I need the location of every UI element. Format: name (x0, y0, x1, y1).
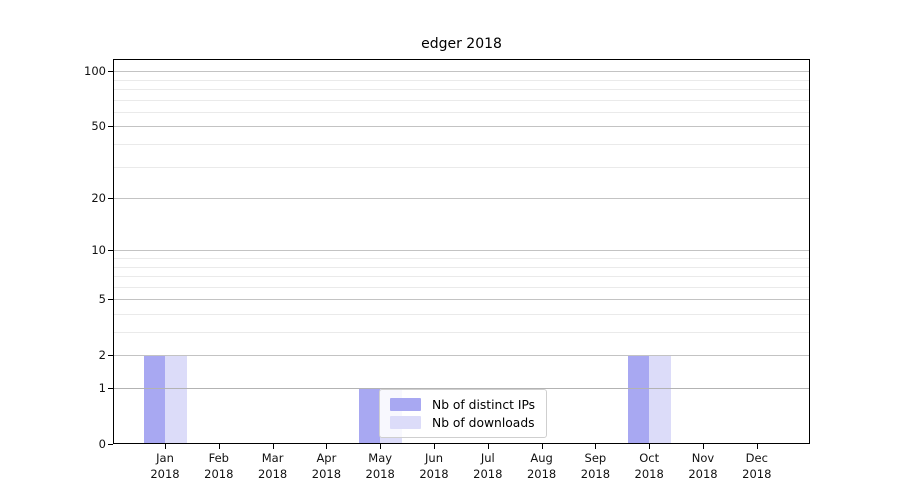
x-tick-apr (326, 444, 328, 449)
x-tick-jul (487, 444, 489, 449)
gridline-minor-90 (114, 79, 809, 81)
y-tick-100 (108, 71, 113, 73)
x-tick-label-feb: Feb 2018 (204, 451, 234, 481)
y-tick-10 (108, 250, 113, 252)
gridline-minor-6 (114, 286, 809, 288)
x-tick-label-jan: Jan 2018 (150, 451, 180, 481)
y-tick-label-100: 100 (84, 63, 106, 78)
legend-item-distinct-ips: Nb of distinct IPs (390, 398, 536, 412)
gridline-minor-70 (114, 99, 809, 101)
gridline-minor-40 (114, 144, 809, 146)
y-tick-label-0: 0 (98, 436, 106, 451)
gridline-major-20 (114, 198, 809, 200)
y-tick-0 (108, 444, 113, 445)
x-tick-sep (595, 444, 597, 449)
y-tick-5 (108, 299, 113, 301)
x-tick-label-sep: Sep 2018 (580, 451, 611, 481)
x-tick-label-oct: Oct 2018 (634, 451, 664, 481)
chart-title: edger 2018 (421, 36, 502, 52)
gridline-major-10 (114, 250, 809, 252)
gridline-minor-8 (114, 266, 809, 268)
gridline-major-2 (114, 355, 809, 357)
y-tick-50 (108, 126, 113, 128)
gridline-minor-4 (114, 313, 809, 315)
y-tick-label-5: 5 (98, 291, 106, 306)
legend-item-downloads: Nb of downloads (390, 416, 536, 430)
legend-label-distinct-ips: Nb of distinct IPs (432, 397, 536, 412)
legend-swatch-downloads (390, 416, 421, 429)
x-tick-oct (649, 444, 651, 449)
y-tick-label-10: 10 (91, 242, 106, 257)
y-tick-label-2: 2 (98, 347, 106, 362)
legend: Nb of distinct IPs Nb of downloads (379, 389, 547, 438)
x-tick-label-may: May 2018 (365, 451, 395, 481)
x-tick-nov (703, 444, 704, 449)
gridline-major-1 (114, 388, 809, 389)
y-tick-label-1: 1 (98, 380, 106, 395)
x-tick-feb (218, 444, 220, 449)
plot-area: Nb of distinct IPs Nb of downloads (113, 59, 810, 444)
gridline-major-100 (114, 71, 809, 73)
gridline-major-5 (114, 299, 809, 301)
x-tick-label-dec: Dec 2018 (742, 451, 772, 481)
legend-label-downloads: Nb of downloads (432, 415, 535, 430)
gridline-minor-3 (114, 332, 809, 334)
x-tick-label-aug: Aug 2018 (526, 451, 557, 481)
gridline-minor-7 (114, 276, 809, 278)
x-tick-label-jul: Jul 2018 (473, 451, 503, 481)
x-tick-jan (165, 444, 166, 449)
gridline-minor-30 (114, 166, 809, 168)
bar-nb-of-distinct-ips-oct (627, 355, 650, 443)
gridline-minor-80 (114, 89, 809, 91)
bar-nb-of-downloads-jan (165, 355, 187, 443)
y-tick-2 (108, 355, 113, 357)
y-tick-label-20: 20 (91, 190, 106, 205)
y-tick-1 (108, 388, 113, 389)
bar-nb-of-downloads-oct (649, 355, 671, 443)
x-tick-label-jun: Jun 2018 (419, 451, 449, 481)
x-tick-may (380, 444, 382, 449)
legend-swatch-distinct-ips (390, 398, 421, 411)
x-tick-jun (434, 444, 435, 449)
x-tick-label-nov: Nov 2018 (688, 451, 718, 481)
y-tick-label-50: 50 (91, 118, 106, 133)
y-tick-20 (108, 198, 113, 200)
x-tick-label-apr: Apr 2018 (311, 451, 342, 481)
gridline-minor-60 (114, 111, 809, 113)
x-tick-label-mar: Mar 2018 (257, 451, 288, 481)
x-tick-aug (541, 444, 543, 449)
gridline-major-50 (114, 126, 809, 128)
x-tick-dec (756, 444, 758, 449)
x-tick-mar (272, 444, 274, 449)
bar-nb-of-distinct-ips-may (358, 388, 381, 443)
gridline-minor-9 (114, 258, 809, 259)
bar-nb-of-distinct-ips-jan (143, 355, 165, 443)
